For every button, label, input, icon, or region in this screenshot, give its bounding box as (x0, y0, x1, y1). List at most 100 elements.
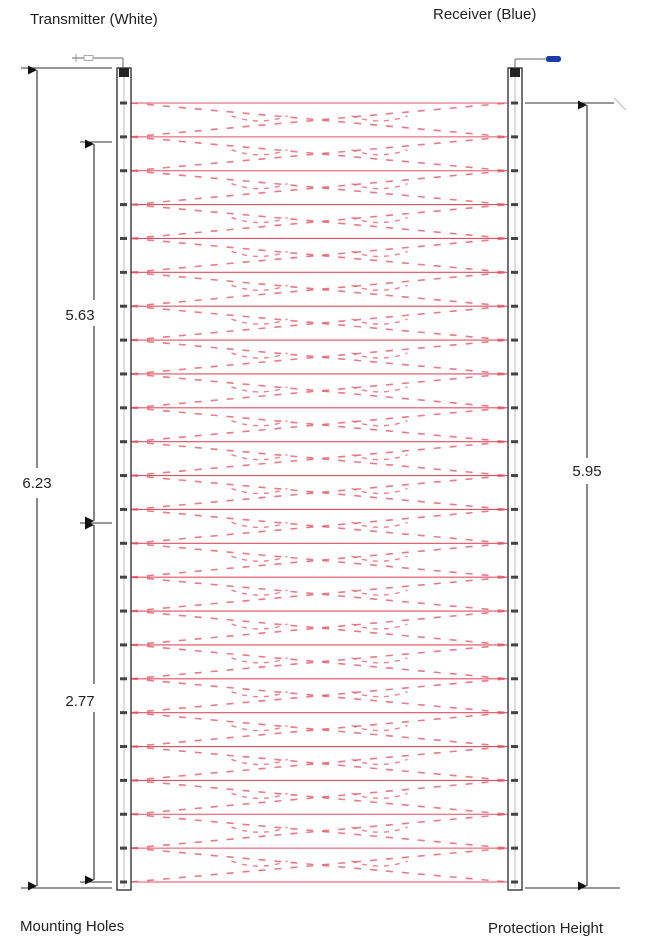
beam-pattern-arc (351, 352, 408, 359)
detector (511, 440, 518, 444)
detector (511, 304, 518, 308)
beam-pattern-arc (231, 792, 288, 800)
transmitter-column (116, 67, 132, 891)
emitter (120, 778, 127, 782)
emitter (120, 169, 127, 173)
beam-pattern-arc (351, 860, 408, 867)
beam-pattern-arc (351, 386, 408, 393)
protection-height-label: Protection Height (488, 920, 604, 937)
emitter (120, 135, 127, 139)
detector (511, 880, 518, 884)
beam-pattern-arc (231, 250, 288, 258)
beam-pattern-arc (351, 555, 408, 562)
detector (511, 338, 518, 342)
detector (511, 236, 518, 240)
beam-pattern-arc (351, 420, 408, 427)
upper-mount-spacing-value: 5.63 (65, 307, 94, 324)
detector (511, 711, 518, 715)
emitter (120, 643, 127, 647)
beam-pattern-arc (351, 216, 408, 224)
beam-pattern-arc (231, 521, 288, 529)
beam-pattern-arc (351, 115, 408, 122)
protection-height-dimension: 5.95 (572, 100, 602, 891)
emitter (120, 236, 127, 240)
emitter (120, 677, 127, 681)
beam-pattern-arc (231, 420, 288, 427)
emitter (120, 711, 127, 715)
emitter (120, 812, 127, 816)
light-beams (130, 102, 509, 883)
emitter (120, 270, 127, 274)
receiver-label: Receiver (Blue) (433, 6, 537, 23)
detector (511, 677, 518, 681)
detector (511, 575, 518, 579)
beam-pattern-arc (351, 758, 408, 766)
emitter (120, 745, 127, 749)
beam-pattern-arc (231, 555, 288, 562)
beam-pattern-arc (351, 284, 408, 291)
beam-pattern-arc (231, 826, 288, 833)
beam-pattern-arc (231, 724, 288, 732)
protection-height-value: 5.95 (572, 463, 601, 480)
transmitter-emitters (120, 101, 127, 884)
emitter (120, 101, 127, 105)
detector (511, 203, 518, 207)
detector (511, 169, 518, 173)
emitter (120, 846, 127, 850)
upper-mount-spacing-dimension: 5.63 (65, 139, 95, 526)
beam-pattern-arc (351, 826, 408, 833)
beam-pattern-arc (351, 623, 408, 630)
detector (511, 406, 518, 410)
beam-pattern-arc (231, 183, 288, 190)
detector (511, 507, 518, 511)
emitter (120, 609, 127, 613)
detector (511, 270, 518, 274)
beam-pattern-arc (351, 657, 408, 664)
beam-pattern-arc (351, 691, 408, 698)
beam-pattern-arc (231, 318, 288, 325)
beam-pattern-arc (351, 183, 408, 190)
beam-pattern-arc (351, 453, 408, 461)
emitter (120, 474, 127, 478)
beam-pattern-arc (231, 487, 288, 495)
emitter (120, 304, 127, 308)
beam-pattern-arc (231, 386, 288, 393)
beam-pattern-arc (231, 284, 288, 291)
beam-pattern-arc (231, 691, 288, 698)
detector (511, 372, 518, 376)
emitter (120, 440, 127, 444)
beam-pattern-arc (231, 352, 288, 359)
detector (511, 778, 518, 782)
emitter (120, 338, 127, 342)
beam-pattern-arc (351, 318, 408, 325)
beam-pattern-arc (351, 589, 408, 596)
beam-pattern-arc (231, 860, 288, 867)
receiver-detectors (511, 101, 518, 884)
beam-pattern-arc (231, 115, 288, 122)
emitter (120, 507, 127, 511)
transmitter-label: Transmitter (White) (30, 11, 158, 28)
mounting-holes-label: Mounting Holes (20, 918, 125, 935)
extension-lines (21, 67, 627, 889)
beam-pattern-arc (351, 724, 408, 732)
detector (511, 846, 518, 850)
detector (511, 745, 518, 749)
detector (511, 541, 518, 545)
beam-pattern-arc (351, 250, 408, 258)
beam-pattern-arc (231, 453, 288, 461)
beam-pattern-arc (351, 521, 408, 529)
emitter (120, 880, 127, 884)
receiver-cable-connector (546, 56, 561, 62)
beam-pattern-arc (231, 758, 288, 766)
emitter (120, 372, 127, 376)
beam-pattern-arc (351, 487, 408, 495)
beam-pattern-arc (231, 657, 288, 664)
detector (511, 135, 518, 139)
overall-height-dimension: 6.23 (22, 65, 52, 891)
beam-pattern-arc (231, 216, 288, 224)
receiver-cable (514, 56, 561, 68)
detector (511, 474, 518, 478)
lower-mount-spacing-value: 2.77 (65, 693, 94, 710)
emitter (120, 541, 127, 545)
